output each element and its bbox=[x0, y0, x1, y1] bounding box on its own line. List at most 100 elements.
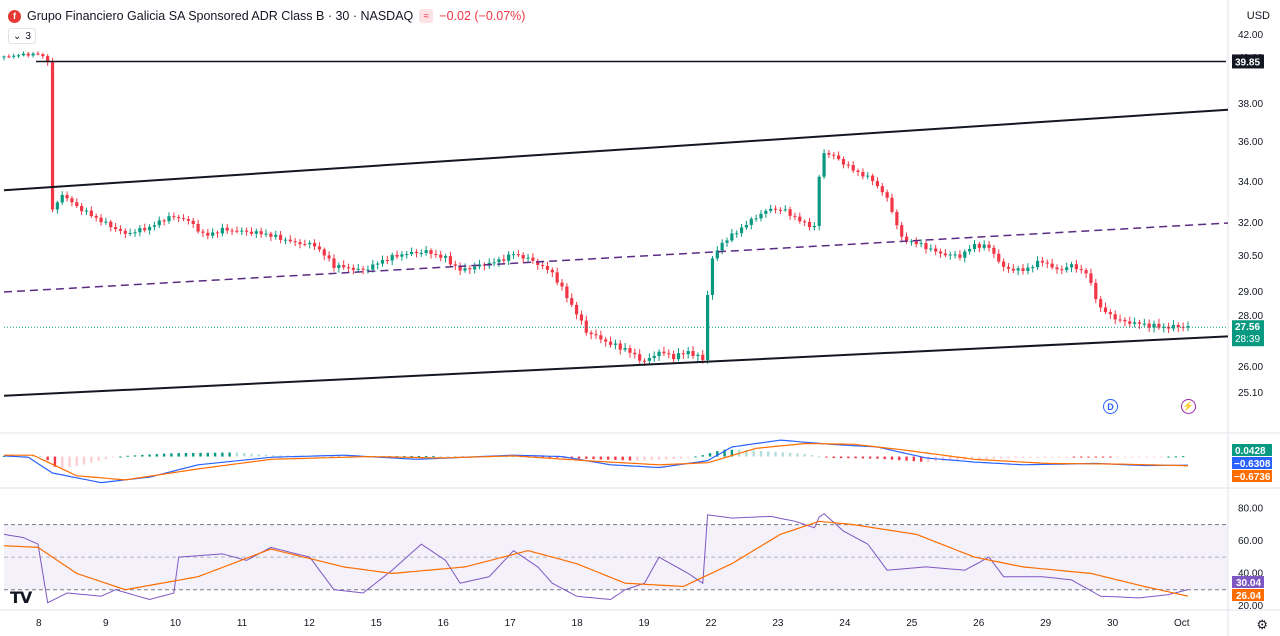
macd-hist-bar bbox=[323, 455, 326, 457]
macd-hist-bar bbox=[424, 455, 428, 457]
candle-body bbox=[904, 236, 909, 242]
macd-hist-bar bbox=[577, 456, 581, 459]
candle-body bbox=[1069, 264, 1074, 268]
currency-label[interactable]: USD bbox=[1246, 10, 1270, 22]
candle-body bbox=[953, 254, 957, 256]
macd-hist-bar bbox=[206, 452, 210, 457]
candle-body bbox=[909, 241, 914, 243]
candle-body bbox=[12, 55, 16, 57]
candle-body bbox=[521, 255, 525, 259]
macd-hist-bar bbox=[1174, 456, 1178, 458]
time-tick-label: 25 bbox=[906, 618, 918, 629]
rsi-badge bbox=[1232, 576, 1264, 588]
candle-body bbox=[667, 353, 671, 355]
earnings-event-icon[interactable]: ⚡ bbox=[1181, 399, 1196, 414]
candle-body bbox=[846, 164, 850, 166]
candle-body bbox=[1079, 269, 1083, 271]
macd-hist-bar bbox=[1181, 456, 1185, 458]
macd-hist-bar bbox=[752, 450, 755, 457]
channel-midline bbox=[3, 222, 1229, 293]
candle-body bbox=[322, 249, 326, 256]
candle-body bbox=[167, 216, 171, 222]
dividend-event-icon[interactable]: D bbox=[1103, 399, 1118, 414]
indicators-collapse-button[interactable]: ⌄ 3 bbox=[8, 28, 36, 44]
macd-hist-bar bbox=[1167, 456, 1170, 458]
macd-hist-bar bbox=[970, 456, 974, 460]
candle-body bbox=[759, 213, 763, 219]
chevron-down-icon: ⌄ bbox=[13, 30, 22, 42]
candle-body bbox=[594, 334, 598, 336]
time-tick-label: 8 bbox=[36, 618, 42, 629]
candle-body bbox=[177, 217, 181, 219]
candle-body bbox=[245, 230, 249, 232]
macd-hist-bar bbox=[1050, 456, 1054, 458]
candle-body bbox=[1113, 314, 1117, 320]
candle-body bbox=[924, 243, 928, 250]
candle-body bbox=[1118, 319, 1122, 321]
candle-body bbox=[327, 255, 331, 259]
candle-body bbox=[570, 298, 574, 305]
rsi-ma-value-label: 26.04 bbox=[1236, 591, 1261, 602]
last-price-label: 27.56 bbox=[1235, 322, 1260, 333]
macd-hist-bar bbox=[839, 456, 843, 459]
candle-body bbox=[507, 254, 511, 261]
candle-body bbox=[584, 320, 588, 333]
candle-body bbox=[934, 248, 938, 252]
candle-body bbox=[215, 232, 220, 234]
macd-hist-bar bbox=[818, 456, 821, 458]
candle-body bbox=[608, 341, 613, 345]
candle-body bbox=[1021, 268, 1025, 271]
candle-body bbox=[361, 268, 365, 270]
candle-body bbox=[1031, 267, 1035, 269]
indicators-count: 3 bbox=[25, 30, 31, 42]
gear-icon[interactable]: ⚙ bbox=[1256, 617, 1268, 632]
macd-hist-bar bbox=[279, 455, 282, 457]
candle-body bbox=[866, 175, 870, 177]
candle-body bbox=[827, 153, 831, 155]
macd-hist-bar bbox=[410, 456, 413, 458]
macd-hist-bar bbox=[1094, 456, 1098, 458]
macd-hist-bar bbox=[548, 456, 552, 458]
macd-hist-bar bbox=[126, 455, 129, 457]
candle-body bbox=[439, 254, 443, 258]
tradingview-logo-icon[interactable]: TV bbox=[10, 588, 32, 607]
candle-body bbox=[739, 227, 744, 234]
macd-hist-bar bbox=[949, 456, 952, 461]
candle-body bbox=[157, 220, 161, 226]
candle-body bbox=[749, 218, 753, 225]
candle-body bbox=[938, 251, 943, 254]
candle-body bbox=[822, 153, 826, 177]
macd-hist-bar bbox=[876, 456, 879, 459]
macd-hist-bar bbox=[46, 456, 49, 461]
macd-hist-bar bbox=[643, 456, 646, 461]
candle-body bbox=[502, 259, 506, 261]
candle-body bbox=[895, 211, 899, 226]
macd-hist-bar bbox=[716, 451, 719, 457]
candle-body bbox=[963, 251, 967, 258]
candle-body bbox=[147, 226, 152, 231]
candle-body bbox=[618, 343, 622, 350]
macd-hist-bar bbox=[832, 456, 835, 459]
rsi-tick-label: 60.00 bbox=[1238, 536, 1263, 547]
macd-hist-bar bbox=[1058, 456, 1061, 458]
candle-body bbox=[861, 172, 865, 177]
rsi-line bbox=[3, 513, 1189, 604]
candle-body bbox=[803, 221, 807, 223]
candle-body bbox=[225, 227, 229, 231]
macd-hist-bar bbox=[555, 456, 559, 458]
candle-body bbox=[371, 264, 375, 270]
time-tick-label: 24 bbox=[839, 618, 851, 629]
candle-body bbox=[186, 219, 190, 221]
candle-body bbox=[453, 264, 457, 266]
symbol-title[interactable]: Grupo Financiero Galicia SA Sponsored AD… bbox=[27, 9, 414, 23]
time-tick-label: 10 bbox=[170, 618, 182, 629]
candle-body bbox=[783, 209, 787, 211]
countdown-label: 28:39 bbox=[1235, 334, 1260, 345]
candle-body bbox=[264, 233, 268, 235]
candle-body bbox=[288, 239, 292, 242]
macd-hist-bar bbox=[1160, 456, 1163, 458]
time-tick-label: 29 bbox=[1040, 618, 1052, 629]
macd-hist-bar bbox=[723, 449, 726, 457]
macd-hist-bar bbox=[1123, 456, 1127, 458]
